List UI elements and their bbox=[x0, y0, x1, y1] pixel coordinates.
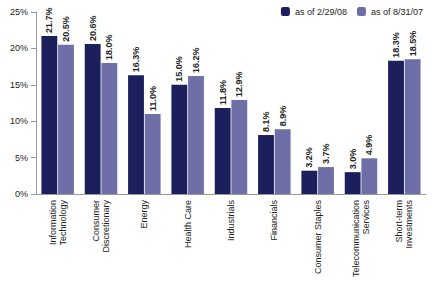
svg-text:21.7%: 21.7% bbox=[44, 7, 54, 33]
svg-text:12.9%: 12.9% bbox=[234, 72, 244, 98]
svg-text:11.8%: 11.8% bbox=[218, 80, 228, 105]
svg-text:as of 2/29/08: as of 2/29/08 bbox=[295, 7, 347, 17]
svg-text:Discretionary: Discretionary bbox=[101, 200, 111, 253]
svg-text:Telecommunication: Telecommunication bbox=[351, 200, 361, 277]
svg-text:15%: 15% bbox=[10, 80, 28, 90]
svg-text:Consumer: Consumer bbox=[91, 200, 101, 242]
svg-text:4.9%: 4.9% bbox=[364, 135, 374, 156]
svg-text:8.9%: 8.9% bbox=[278, 106, 288, 127]
svg-text:5%: 5% bbox=[15, 153, 28, 163]
svg-text:Consumer Staples: Consumer Staples bbox=[313, 200, 323, 275]
svg-text:18.3%: 18.3% bbox=[391, 32, 401, 58]
svg-text:3.0%: 3.0% bbox=[348, 149, 358, 170]
svg-text:11.0%: 11.0% bbox=[148, 86, 158, 111]
svg-text:3.7%: 3.7% bbox=[321, 144, 331, 165]
svg-text:8.1%: 8.1% bbox=[261, 112, 271, 133]
svg-text:18.5%: 18.5% bbox=[408, 31, 418, 57]
svg-text:Short-term: Short-term bbox=[394, 200, 404, 243]
svg-text:Services: Services bbox=[361, 200, 371, 235]
svg-text:Industrials: Industrials bbox=[226, 200, 236, 242]
svg-text:Energy: Energy bbox=[139, 200, 149, 229]
svg-text:Technology: Technology bbox=[58, 200, 68, 246]
svg-text:3.2%: 3.2% bbox=[304, 147, 314, 168]
svg-text:20.6%: 20.6% bbox=[88, 16, 98, 42]
svg-text:0%: 0% bbox=[15, 189, 28, 199]
svg-text:Financials: Financials bbox=[269, 200, 279, 241]
svg-text:Health Care: Health Care bbox=[183, 200, 193, 248]
svg-text:Investments: Investments bbox=[404, 200, 414, 249]
svg-text:as of 8/31/07: as of 8/31/07 bbox=[371, 7, 423, 17]
svg-text:16.3%: 16.3% bbox=[131, 47, 141, 73]
svg-text:Information: Information bbox=[48, 200, 58, 245]
svg-text:16.2%: 16.2% bbox=[191, 48, 201, 74]
svg-text:25%: 25% bbox=[10, 7, 28, 17]
svg-text:18.0%: 18.0% bbox=[104, 34, 114, 60]
svg-text:10%: 10% bbox=[10, 116, 28, 126]
svg-text:20%: 20% bbox=[10, 43, 28, 53]
svg-text:15.0%: 15.0% bbox=[174, 56, 184, 82]
svg-text:20.5%: 20.5% bbox=[61, 16, 71, 42]
